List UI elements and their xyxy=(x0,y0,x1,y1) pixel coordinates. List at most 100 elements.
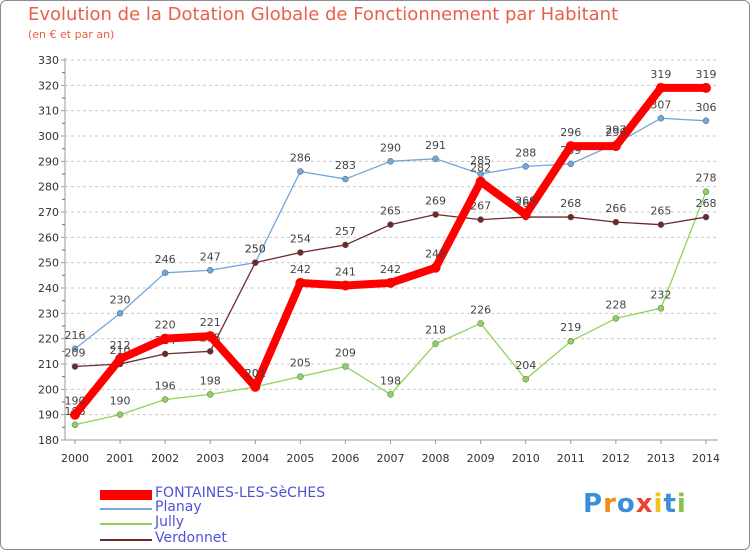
data-label: 250 xyxy=(245,243,266,256)
data-point xyxy=(205,331,216,342)
data-label: 283 xyxy=(335,159,356,172)
legend-swatch xyxy=(100,508,152,510)
data-label: 220 xyxy=(155,319,176,332)
data-label: 269 xyxy=(425,195,446,208)
legend-label: FONTAINES-LES-SèCHES xyxy=(155,485,326,501)
data-label: 268 xyxy=(696,197,717,210)
data-point xyxy=(115,353,126,364)
data-point xyxy=(520,209,531,220)
data-point xyxy=(522,163,529,170)
data-label: 250 xyxy=(245,243,266,256)
y-tick-label: 310 xyxy=(38,105,59,118)
data-point xyxy=(612,218,620,226)
data-label: 266 xyxy=(605,202,626,215)
y-tick-label: 220 xyxy=(38,333,59,346)
data-label: 278 xyxy=(696,172,717,185)
data-point xyxy=(252,259,259,266)
data-point xyxy=(161,396,169,403)
data-label: 209 xyxy=(335,347,356,360)
x-tick-label: 2014 xyxy=(692,452,720,465)
data-point xyxy=(657,305,665,312)
x-tick-label: 2007 xyxy=(377,452,405,465)
y-tick-label: 330 xyxy=(38,54,59,67)
y-tick-label: 180 xyxy=(38,434,59,447)
x-tick-label: 2012 xyxy=(602,452,630,465)
data-label: 226 xyxy=(470,303,491,316)
data-label: 248 xyxy=(425,248,446,261)
y-tick-label: 200 xyxy=(38,383,59,396)
data-point xyxy=(385,277,396,288)
data-point xyxy=(250,381,261,392)
data-label: 296 xyxy=(605,126,626,139)
data-label: 286 xyxy=(290,151,311,164)
legend-label: Jully xyxy=(155,514,185,530)
data-point xyxy=(161,350,169,358)
y-tick-label: 240 xyxy=(38,282,59,295)
x-tick-label: 2000 xyxy=(61,452,89,465)
legend-swatch xyxy=(100,539,152,541)
data-point xyxy=(71,345,79,353)
data-point xyxy=(342,241,349,249)
data-point xyxy=(206,391,214,398)
data-label: 190 xyxy=(65,395,86,408)
data-label: 265 xyxy=(650,205,671,218)
y-tick-label: 280 xyxy=(38,181,59,194)
y-tick-label: 290 xyxy=(38,155,59,168)
data-label: 247 xyxy=(200,250,221,263)
data-label: 212 xyxy=(110,339,131,352)
data-label: 219 xyxy=(560,321,581,334)
data-point xyxy=(701,82,711,93)
data-label: 257 xyxy=(335,225,356,238)
data-label: 205 xyxy=(290,357,311,370)
data-label: 218 xyxy=(425,324,446,337)
data-point xyxy=(702,188,710,195)
data-point xyxy=(116,411,124,418)
data-point xyxy=(161,269,169,277)
data-point xyxy=(387,158,394,165)
data-point xyxy=(116,310,124,317)
data-point xyxy=(340,280,351,291)
logo-letter: i xyxy=(676,489,687,519)
x-tick-label: 2004 xyxy=(241,452,269,465)
data-point xyxy=(206,348,214,355)
data-point xyxy=(702,213,710,221)
data-point xyxy=(567,337,575,345)
data-label: 201 xyxy=(245,367,266,380)
x-tick-label: 2003 xyxy=(196,452,224,465)
x-tick-label: 2008 xyxy=(422,452,450,465)
data-label: 319 xyxy=(696,68,717,81)
y-tick-label: 260 xyxy=(38,231,59,244)
y-tick-label: 210 xyxy=(38,358,59,371)
data-point xyxy=(295,277,306,288)
logo-letter: r xyxy=(603,489,617,519)
data-label: 230 xyxy=(110,293,131,306)
data-point xyxy=(477,320,484,327)
data-point xyxy=(567,213,575,221)
legend-label: Verdonnet xyxy=(155,530,227,546)
data-point xyxy=(522,375,529,383)
data-point xyxy=(206,267,214,274)
data-point xyxy=(702,117,710,125)
data-label: 204 xyxy=(515,359,536,372)
data-point xyxy=(655,82,666,93)
data-label: 268 xyxy=(560,197,581,210)
data-point xyxy=(70,409,80,420)
x-tick-label: 2013 xyxy=(647,452,675,465)
x-tick-label: 2010 xyxy=(512,452,540,465)
data-label: 288 xyxy=(515,146,536,159)
data-label: 269 xyxy=(515,195,536,208)
data-point xyxy=(342,175,349,183)
data-point xyxy=(432,211,439,218)
data-label: 291 xyxy=(425,139,446,152)
data-point xyxy=(297,249,304,256)
y-tick-label: 230 xyxy=(38,307,59,320)
data-point xyxy=(432,340,439,347)
x-tick-label: 2001 xyxy=(106,452,134,465)
x-tick-label: 2006 xyxy=(331,452,359,465)
data-point xyxy=(432,155,439,163)
data-point xyxy=(387,391,394,398)
data-label: 290 xyxy=(380,141,401,154)
x-tick-label: 2002 xyxy=(151,452,179,465)
data-point xyxy=(430,262,441,273)
